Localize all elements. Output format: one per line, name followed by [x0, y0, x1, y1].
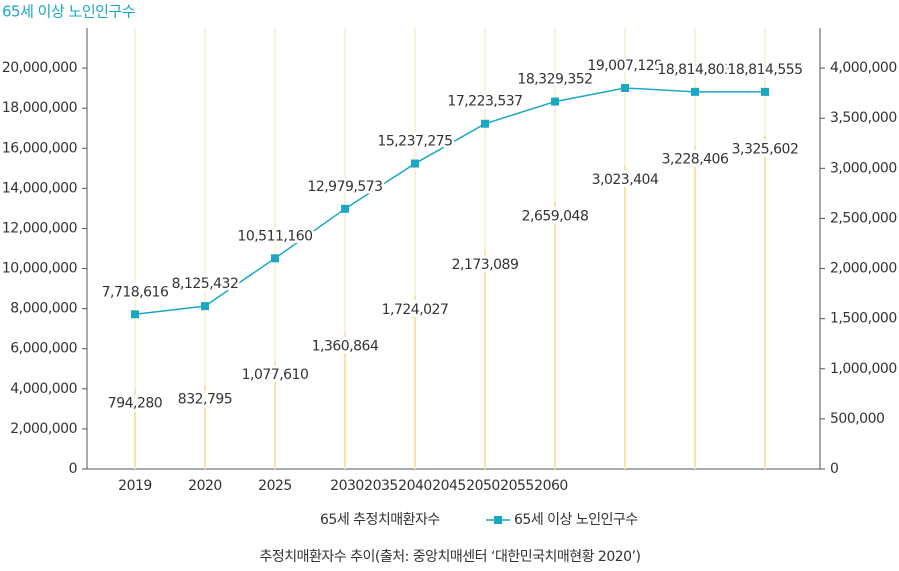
line-value-label: 18,329,352 — [517, 72, 592, 88]
y-tick-label: 2,000,000 — [10, 421, 77, 437]
x-tick-label: 2019 — [118, 478, 152, 494]
x-tick-label: 2050 — [466, 478, 500, 494]
bar-value-label: 3,023,404 — [592, 172, 659, 188]
line-value-label: 19,007,129 — [587, 58, 662, 74]
bar-value-label: 794,280 — [108, 395, 162, 411]
caption: 추정치매환자수 추이(출처: 중앙치매센터 ‘대한민국치매현황 2020’) — [260, 549, 641, 565]
line-value-label: 18,814,803 — [657, 62, 732, 78]
y-tick-label: 16,000,000 — [2, 140, 77, 156]
x-tick-label: 2045 — [432, 478, 466, 494]
bar-value-label: 1,360,864 — [312, 339, 379, 355]
bar — [274, 360, 276, 469]
y2-tick-label: 1,500,000 — [830, 311, 897, 327]
x-tick-label: 2020 — [188, 478, 222, 494]
y-tick-label: 0 — [69, 461, 77, 477]
y-tick-label: 14,000,000 — [2, 180, 77, 196]
legend-marker — [494, 516, 502, 524]
x-tick-label: 2030 — [330, 478, 364, 494]
bar — [554, 202, 556, 469]
bar-value-label: 3,228,406 — [662, 151, 729, 167]
y-tick-label: 20,000,000 — [2, 60, 77, 76]
y-axis-label: 65세 이상 노인인구수 — [2, 3, 135, 21]
y2-tick-label: 0 — [830, 461, 838, 477]
y2-tick-label: 500,000 — [830, 411, 884, 427]
bar-value-label: 1,724,027 — [382, 302, 449, 318]
x-tick-label: 2035 — [364, 478, 398, 494]
bar — [204, 385, 206, 469]
marker — [411, 159, 419, 168]
marker — [481, 119, 489, 128]
marker — [271, 254, 279, 263]
line-value-label: 15,237,275 — [377, 134, 452, 150]
line-value-label: 8,125,432 — [172, 276, 239, 292]
legend-label: 65세 추정치매환자수 — [320, 512, 440, 528]
bar-value-label: 832,795 — [178, 392, 232, 408]
marker — [761, 87, 769, 96]
legend-label: 65세 이상 노인인구수 — [514, 512, 638, 528]
bar — [694, 145, 696, 470]
y-tick-label: 12,000,000 — [2, 220, 77, 236]
bar — [344, 332, 346, 469]
y-tick-label: 4,000,000 — [10, 381, 77, 397]
bar-value-label: 3,325,602 — [732, 142, 799, 158]
bar — [134, 389, 136, 469]
bar-value-label: 2,173,089 — [452, 257, 519, 273]
y2-tick-label: 3,000,000 — [830, 160, 897, 176]
bar — [624, 165, 626, 469]
x-tick-label: 2060 — [534, 478, 568, 494]
marker — [131, 310, 139, 319]
marker — [621, 83, 629, 92]
y2-tick-label: 2,500,000 — [830, 210, 897, 226]
y2-tick-label: 1,000,000 — [830, 361, 897, 377]
marker — [341, 204, 349, 213]
bar — [764, 135, 766, 470]
y-tick-label: 18,000,000 — [2, 100, 77, 116]
y-tick-label: 10,000,000 — [2, 261, 77, 277]
line-value-label: 7,718,616 — [102, 284, 169, 300]
y2-tick-label: 2,000,000 — [830, 261, 897, 277]
y2-tick-label: 4,000,000 — [830, 60, 897, 76]
line-value-label: 18,814,555 — [727, 62, 802, 78]
y-tick-label: 8,000,000 — [10, 301, 77, 317]
line-value-label: 12,979,573 — [307, 179, 382, 195]
marker — [691, 87, 699, 96]
bar-value-label: 1,077,610 — [242, 367, 309, 383]
line-value-label: 10,511,160 — [237, 228, 312, 244]
bar — [414, 296, 416, 469]
bar — [484, 251, 486, 469]
y-tick-label: 6,000,000 — [10, 341, 77, 357]
x-tick-label: 2055 — [500, 478, 534, 494]
x-tick-label: 2025 — [258, 478, 292, 494]
marker — [201, 302, 209, 311]
y2-tick-label: 3,500,000 — [830, 110, 897, 126]
x-tick-label: 2040 — [398, 478, 432, 494]
line — [134, 87, 766, 316]
line-value-label: 17,223,537 — [447, 94, 522, 110]
bar-value-label: 2,659,048 — [522, 208, 589, 224]
marker — [551, 97, 559, 106]
